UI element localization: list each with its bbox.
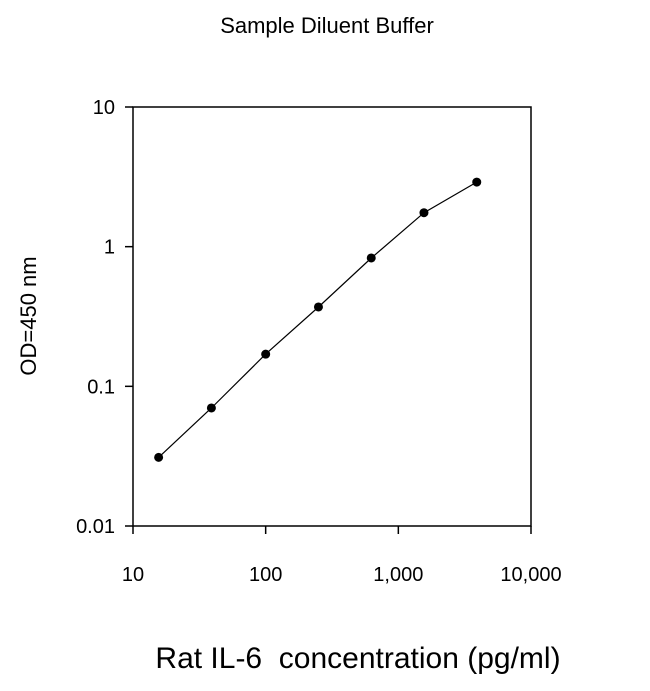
data-point	[366, 253, 376, 263]
x-axis: 10 100 1,000 10,000	[122, 526, 562, 586]
x-tick-label: 10,000	[500, 564, 561, 586]
x-tick-label: 100	[249, 564, 282, 586]
plot-area-frame	[132, 106, 532, 527]
x-axis-label: Rat IL-6 concentration (pg/ml)	[155, 642, 560, 675]
y-axis-label: OD=450 nm	[16, 256, 41, 375]
data-point	[313, 302, 323, 312]
y-tick-label: 1	[104, 237, 115, 259]
data-point	[419, 208, 429, 218]
series-line	[158, 181, 478, 458]
series-layer	[154, 177, 482, 462]
y-tick-label: 10	[93, 97, 115, 119]
data-point	[261, 349, 271, 359]
data-point	[472, 177, 482, 187]
chart-title: Sample Diluent Buffer	[220, 13, 434, 38]
x-tick-label: 1,000	[373, 564, 423, 586]
y-tick-label: 0.01	[76, 516, 115, 538]
y-axis: 0.01 0.1 1 10	[76, 97, 133, 538]
data-point	[154, 452, 164, 462]
y-tick-label: 0.1	[87, 376, 115, 398]
x-tick-label: 10	[122, 564, 144, 586]
data-point	[206, 403, 216, 413]
